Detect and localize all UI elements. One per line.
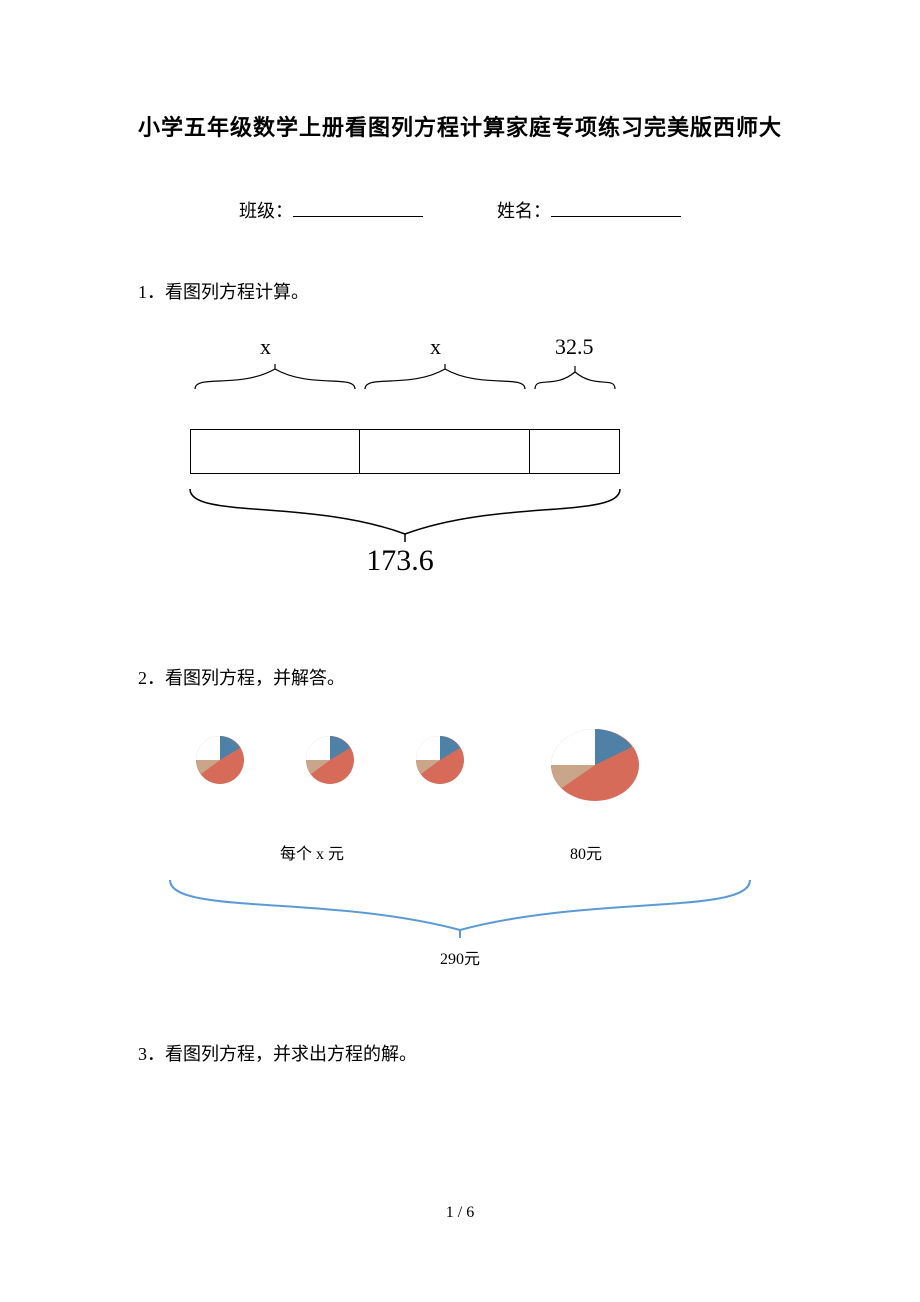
small-pie-2 <box>300 730 360 790</box>
d1-total: 173.6 <box>160 544 640 578</box>
q2-number: 2． <box>138 668 165 688</box>
class-blank[interactable] <box>293 216 423 217</box>
question-2: 2．看图列方程，并解答。 <box>138 664 790 690</box>
small-pie-3 <box>410 730 470 790</box>
d2-big-label: 80元 <box>570 840 602 864</box>
page-footer: 1 / 6 <box>0 1204 920 1222</box>
q3-text: 看图列方程，并求出方程的解。 <box>165 1044 417 1064</box>
q2-text: 看图列方程，并解答。 <box>165 668 345 688</box>
d2-total: 290元 <box>150 945 770 969</box>
class-label: 班级： <box>239 201 293 221</box>
diagram-1: x x 32.5 173.6 <box>160 334 640 614</box>
name-label: 姓名： <box>497 201 551 221</box>
q1-text: 看图列方程计算。 <box>165 282 309 302</box>
d2-small-label: 每个 x 元 <box>280 840 344 864</box>
page: 小学五年级数学上册看图列方程计算家庭专项练习完美版西师大 班级： 姓名： 1．看… <box>0 0 920 1302</box>
page-title: 小学五年级数学上册看图列方程计算家庭专项练习完美版西师大 <box>130 110 790 142</box>
d1-cell-3 <box>530 429 620 474</box>
diagram-2: 每个 x 元 80元 290元 <box>150 720 770 980</box>
d1-cell-2 <box>360 429 530 474</box>
small-pie-1 <box>190 730 250 790</box>
big-pie <box>540 720 650 810</box>
question-3: 3．看图列方程，并求出方程的解。 <box>138 1040 790 1066</box>
question-1: 1．看图列方程计算。 <box>138 278 790 304</box>
q3-number: 3． <box>138 1044 165 1064</box>
q1-number: 1． <box>138 282 165 302</box>
name-blank[interactable] <box>551 216 681 217</box>
d1-bar <box>190 429 620 474</box>
d1-cell-1 <box>190 429 360 474</box>
student-info-line: 班级： 姓名： <box>130 197 790 223</box>
